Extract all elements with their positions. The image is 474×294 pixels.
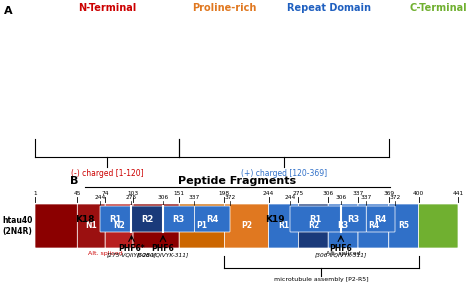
Text: 1: 1 bbox=[33, 191, 37, 196]
Text: Alt. spliced: Alt. spliced bbox=[88, 251, 122, 256]
Text: 275: 275 bbox=[126, 195, 137, 200]
FancyBboxPatch shape bbox=[366, 206, 395, 232]
Text: Repeat Domain: Repeat Domain bbox=[287, 3, 371, 13]
Text: R4: R4 bbox=[206, 215, 219, 223]
Text: 372: 372 bbox=[389, 195, 401, 200]
Text: C-Terminal: C-Terminal bbox=[410, 3, 467, 13]
Text: Alt. spliced: Alt. spliced bbox=[326, 251, 361, 256]
FancyBboxPatch shape bbox=[133, 204, 179, 248]
FancyBboxPatch shape bbox=[358, 204, 389, 248]
Text: 306: 306 bbox=[335, 195, 346, 200]
Text: N2: N2 bbox=[113, 221, 125, 230]
Text: 198: 198 bbox=[219, 191, 230, 196]
Text: 275: 275 bbox=[293, 191, 304, 196]
Text: R1: R1 bbox=[278, 221, 289, 230]
Text: Peptide Fragments: Peptide Fragments bbox=[178, 176, 296, 186]
FancyBboxPatch shape bbox=[194, 206, 230, 232]
Text: K18: K18 bbox=[75, 215, 95, 223]
Text: R3: R3 bbox=[347, 215, 360, 223]
Text: A: A bbox=[4, 6, 13, 16]
Text: 337: 337 bbox=[189, 195, 200, 200]
Text: [306-VQIVYK-311]: [306-VQIVYK-311] bbox=[315, 252, 367, 257]
FancyBboxPatch shape bbox=[299, 204, 328, 248]
Text: N-Terminal: N-Terminal bbox=[78, 3, 136, 13]
FancyBboxPatch shape bbox=[131, 206, 163, 232]
Text: R2: R2 bbox=[141, 215, 154, 223]
Text: 400: 400 bbox=[413, 191, 424, 196]
Text: K19: K19 bbox=[265, 215, 285, 223]
Text: Proline-rich: Proline-rich bbox=[191, 3, 256, 13]
Text: 74: 74 bbox=[101, 191, 109, 196]
Text: P2: P2 bbox=[241, 221, 252, 230]
Text: N1: N1 bbox=[85, 221, 97, 230]
Text: 45: 45 bbox=[73, 191, 81, 196]
Text: 244: 244 bbox=[263, 191, 274, 196]
Text: PHF6: PHF6 bbox=[152, 244, 174, 253]
FancyBboxPatch shape bbox=[341, 206, 366, 232]
Text: 103: 103 bbox=[128, 191, 138, 196]
Text: [275-VQIIYK-280]: [275-VQIIYK-280] bbox=[107, 252, 156, 257]
FancyBboxPatch shape bbox=[35, 204, 77, 248]
Text: 337: 337 bbox=[361, 195, 372, 200]
FancyBboxPatch shape bbox=[419, 204, 458, 248]
Text: R3: R3 bbox=[173, 215, 185, 223]
Text: 369: 369 bbox=[383, 191, 394, 196]
Text: htau40
(2N4R): htau40 (2N4R) bbox=[2, 216, 32, 236]
Text: R4: R4 bbox=[374, 215, 387, 223]
Text: P1: P1 bbox=[196, 221, 207, 230]
FancyBboxPatch shape bbox=[224, 204, 269, 248]
FancyBboxPatch shape bbox=[105, 204, 133, 248]
Text: 244: 244 bbox=[284, 195, 296, 200]
Text: 151: 151 bbox=[173, 191, 185, 196]
Text: (-) charged [1-120]: (-) charged [1-120] bbox=[71, 169, 144, 178]
FancyBboxPatch shape bbox=[179, 204, 224, 248]
Text: R2: R2 bbox=[308, 221, 319, 230]
FancyBboxPatch shape bbox=[77, 204, 105, 248]
Text: B: B bbox=[70, 176, 78, 186]
Text: R4: R4 bbox=[368, 221, 379, 230]
Text: PHF6*: PHF6* bbox=[118, 244, 145, 253]
Text: R3: R3 bbox=[337, 221, 349, 230]
Text: 337: 337 bbox=[352, 191, 364, 196]
FancyBboxPatch shape bbox=[269, 204, 299, 248]
FancyBboxPatch shape bbox=[290, 206, 341, 232]
FancyBboxPatch shape bbox=[389, 204, 419, 248]
Text: microtubule assembly [P2-R5]: microtubule assembly [P2-R5] bbox=[274, 277, 369, 282]
FancyBboxPatch shape bbox=[100, 206, 131, 232]
Text: 441: 441 bbox=[453, 191, 464, 196]
Text: [306-VQIVYK-311]: [306-VQIVYK-311] bbox=[137, 252, 189, 257]
Text: 306: 306 bbox=[157, 195, 169, 200]
FancyBboxPatch shape bbox=[328, 204, 358, 248]
Text: R5: R5 bbox=[398, 221, 409, 230]
Text: 306: 306 bbox=[323, 191, 334, 196]
Text: R1: R1 bbox=[109, 215, 122, 223]
Text: 372: 372 bbox=[224, 195, 236, 200]
Text: 244: 244 bbox=[94, 195, 106, 200]
Text: R1: R1 bbox=[309, 215, 322, 223]
Text: (+) charged [120-369]: (+) charged [120-369] bbox=[241, 169, 327, 178]
FancyBboxPatch shape bbox=[163, 206, 194, 232]
Text: PHF6: PHF6 bbox=[329, 244, 352, 253]
